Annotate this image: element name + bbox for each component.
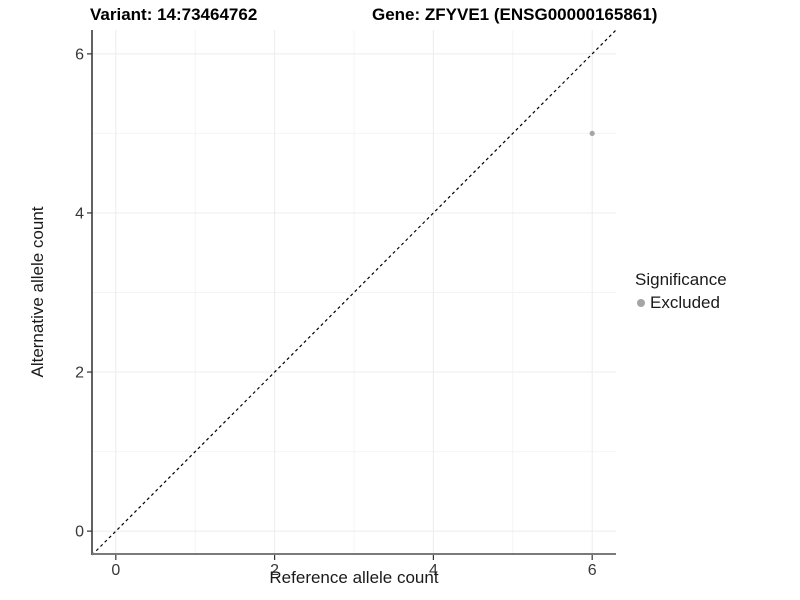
- x-tick-label: 2: [270, 562, 279, 579]
- legend-item-excluded: Excluded: [635, 293, 727, 313]
- plot-title-gene: Gene: ZFYVE1 (ENSG00000165861): [372, 5, 658, 24]
- y-tick-label: 2: [75, 365, 84, 382]
- legend-point-icon: [637, 299, 645, 307]
- plot-title-variant: Variant: 14:73464762: [90, 5, 258, 24]
- data-point-excluded: [589, 130, 595, 137]
- x-axis-title: Reference allele count: [269, 568, 439, 587]
- legend-title: Significance: [635, 270, 727, 289]
- x-tick-label: 4: [429, 562, 438, 579]
- y-tick-label: 0: [75, 524, 84, 541]
- y-tick-label: 6: [75, 46, 84, 63]
- x-tick-label: 6: [588, 562, 597, 579]
- y-axis-title: Alternative allele count: [28, 206, 47, 378]
- y-tick-label: 4: [75, 205, 84, 222]
- legend-item-label: Excluded: [650, 293, 720, 312]
- legend: Significance Excluded: [635, 270, 727, 313]
- identity-dashed-line: [91, 29, 617, 556]
- x-tick-label: 0: [111, 562, 120, 579]
